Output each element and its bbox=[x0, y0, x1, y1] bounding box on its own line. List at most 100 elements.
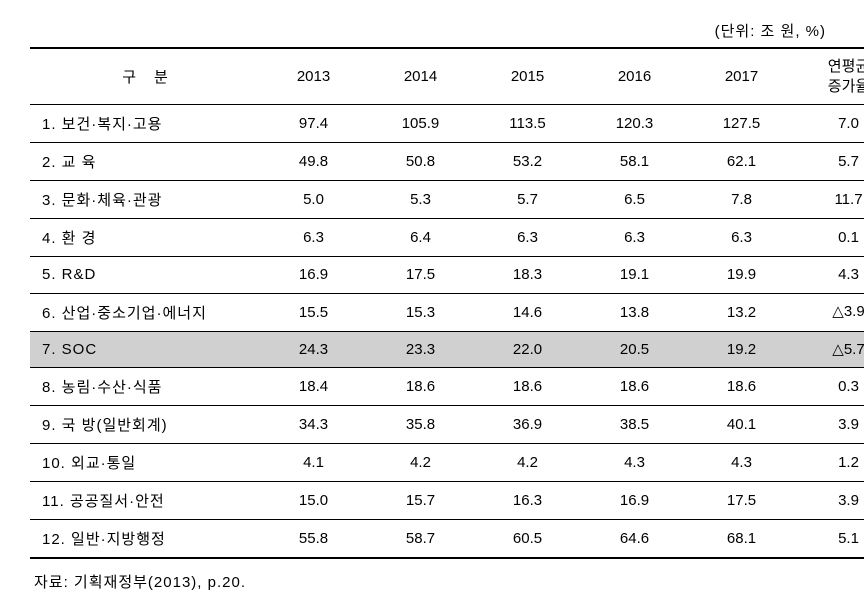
row-value: 4.3 bbox=[581, 444, 688, 482]
row-value: 14.6 bbox=[474, 293, 581, 331]
row-value: 6.3 bbox=[474, 219, 581, 257]
row-value: 18.6 bbox=[581, 368, 688, 406]
header-year-2017: 2017 bbox=[688, 48, 795, 105]
header-year-2014: 2014 bbox=[367, 48, 474, 105]
table-row: 9. 국 방(일반회계)34.335.836.938.540.13.9 bbox=[30, 406, 864, 444]
row-value: 120.3 bbox=[581, 105, 688, 143]
row-label: 3. 문화·체육·관광 bbox=[30, 181, 260, 219]
row-label: 12. 일반·지방행정 bbox=[30, 520, 260, 559]
row-value: 13.8 bbox=[581, 293, 688, 331]
row-value: 50.8 bbox=[367, 143, 474, 181]
row-rate: 7.0 bbox=[795, 105, 864, 143]
row-value: 60.5 bbox=[474, 520, 581, 559]
row-rate: 5.1 bbox=[795, 520, 864, 559]
table-row: 5. R&D16.917.518.319.119.94.3 bbox=[30, 257, 864, 294]
row-value: 58.7 bbox=[367, 520, 474, 559]
row-value: 18.6 bbox=[688, 368, 795, 406]
row-value: 127.5 bbox=[688, 105, 795, 143]
row-value: 20.5 bbox=[581, 331, 688, 368]
row-value: 64.6 bbox=[581, 520, 688, 559]
row-value: 15.0 bbox=[260, 482, 367, 520]
row-label: 6. 산업·중소기업·에너지 bbox=[30, 293, 260, 331]
row-label: 4. 환 경 bbox=[30, 219, 260, 257]
row-value: 18.6 bbox=[474, 368, 581, 406]
row-value: 97.4 bbox=[260, 105, 367, 143]
row-value: 36.9 bbox=[474, 406, 581, 444]
row-rate: 3.9 bbox=[795, 406, 864, 444]
row-value: 4.3 bbox=[688, 444, 795, 482]
unit-label: (단위: 조 원, %) bbox=[30, 20, 834, 41]
row-label: 9. 국 방(일반회계) bbox=[30, 406, 260, 444]
row-value: 49.8 bbox=[260, 143, 367, 181]
row-value: 16.9 bbox=[260, 257, 367, 294]
row-value: 15.3 bbox=[367, 293, 474, 331]
row-value: 5.7 bbox=[474, 181, 581, 219]
budget-table: 구분 2013 2014 2015 2016 2017 연평균 증가율 1. 보… bbox=[30, 47, 864, 559]
row-rate: 1.2 bbox=[795, 444, 864, 482]
header-year-2015: 2015 bbox=[474, 48, 581, 105]
row-value: 17.5 bbox=[688, 482, 795, 520]
row-label: 11. 공공질서·안전 bbox=[30, 482, 260, 520]
row-value: 18.4 bbox=[260, 368, 367, 406]
header-year-2016: 2016 bbox=[581, 48, 688, 105]
row-value: 4.1 bbox=[260, 444, 367, 482]
row-value: 35.8 bbox=[367, 406, 474, 444]
row-label: 8. 농림·수산·식품 bbox=[30, 368, 260, 406]
row-value: 15.7 bbox=[367, 482, 474, 520]
header-year-2013: 2013 bbox=[260, 48, 367, 105]
row-rate: 0.3 bbox=[795, 368, 864, 406]
row-value: 18.6 bbox=[367, 368, 474, 406]
row-rate: △5.7 bbox=[795, 331, 864, 368]
table-header-row: 구분 2013 2014 2015 2016 2017 연평균 증가율 bbox=[30, 48, 864, 105]
table-row: 2. 교 육49.850.853.258.162.15.7 bbox=[30, 143, 864, 181]
table-row: 4. 환 경6.36.46.36.36.30.1 bbox=[30, 219, 864, 257]
row-value: 17.5 bbox=[367, 257, 474, 294]
row-value: 53.2 bbox=[474, 143, 581, 181]
row-value: 18.3 bbox=[474, 257, 581, 294]
table-row: 1. 보건·복지·고용97.4105.9113.5120.3127.57.0 bbox=[30, 105, 864, 143]
row-value: 105.9 bbox=[367, 105, 474, 143]
table-row: 11. 공공질서·안전15.015.716.316.917.53.9 bbox=[30, 482, 864, 520]
row-value: 68.1 bbox=[688, 520, 795, 559]
row-value: 6.3 bbox=[581, 219, 688, 257]
row-label: 7. SOC bbox=[30, 331, 260, 368]
row-value: 15.5 bbox=[260, 293, 367, 331]
row-value: 5.3 bbox=[367, 181, 474, 219]
row-value: 4.2 bbox=[367, 444, 474, 482]
row-rate: △3.9 bbox=[795, 293, 864, 331]
header-rate: 연평균 증가율 bbox=[795, 48, 864, 105]
row-value: 7.8 bbox=[688, 181, 795, 219]
table-row: 12. 일반·지방행정55.858.760.564.668.15.1 bbox=[30, 520, 864, 559]
header-category: 구분 bbox=[30, 48, 260, 105]
row-value: 55.8 bbox=[260, 520, 367, 559]
row-value: 6.3 bbox=[260, 219, 367, 257]
row-value: 58.1 bbox=[581, 143, 688, 181]
row-value: 22.0 bbox=[474, 331, 581, 368]
row-value: 113.5 bbox=[474, 105, 581, 143]
row-value: 6.5 bbox=[581, 181, 688, 219]
row-value: 23.3 bbox=[367, 331, 474, 368]
row-value: 16.3 bbox=[474, 482, 581, 520]
row-rate: 11.7 bbox=[795, 181, 864, 219]
row-value: 19.2 bbox=[688, 331, 795, 368]
row-label: 1. 보건·복지·고용 bbox=[30, 105, 260, 143]
table-row: 8. 농림·수산·식품18.418.618.618.618.60.3 bbox=[30, 368, 864, 406]
row-value: 19.9 bbox=[688, 257, 795, 294]
row-rate: 0.1 bbox=[795, 219, 864, 257]
row-value: 6.4 bbox=[367, 219, 474, 257]
row-value: 34.3 bbox=[260, 406, 367, 444]
row-value: 5.0 bbox=[260, 181, 367, 219]
row-value: 24.3 bbox=[260, 331, 367, 368]
row-value: 40.1 bbox=[688, 406, 795, 444]
table-row: 7. SOC24.323.322.020.519.2△5.7 bbox=[30, 331, 864, 368]
row-label: 2. 교 육 bbox=[30, 143, 260, 181]
table-row: 3. 문화·체육·관광5.05.35.76.57.811.7 bbox=[30, 181, 864, 219]
row-value: 13.2 bbox=[688, 293, 795, 331]
row-value: 4.2 bbox=[474, 444, 581, 482]
row-value: 62.1 bbox=[688, 143, 795, 181]
table-row: 6. 산업·중소기업·에너지15.515.314.613.813.2△3.9 bbox=[30, 293, 864, 331]
row-value: 6.3 bbox=[688, 219, 795, 257]
row-rate: 3.9 bbox=[795, 482, 864, 520]
row-rate: 4.3 bbox=[795, 257, 864, 294]
source-citation: 자료: 기획재정부(2013), p.20. bbox=[30, 571, 834, 592]
